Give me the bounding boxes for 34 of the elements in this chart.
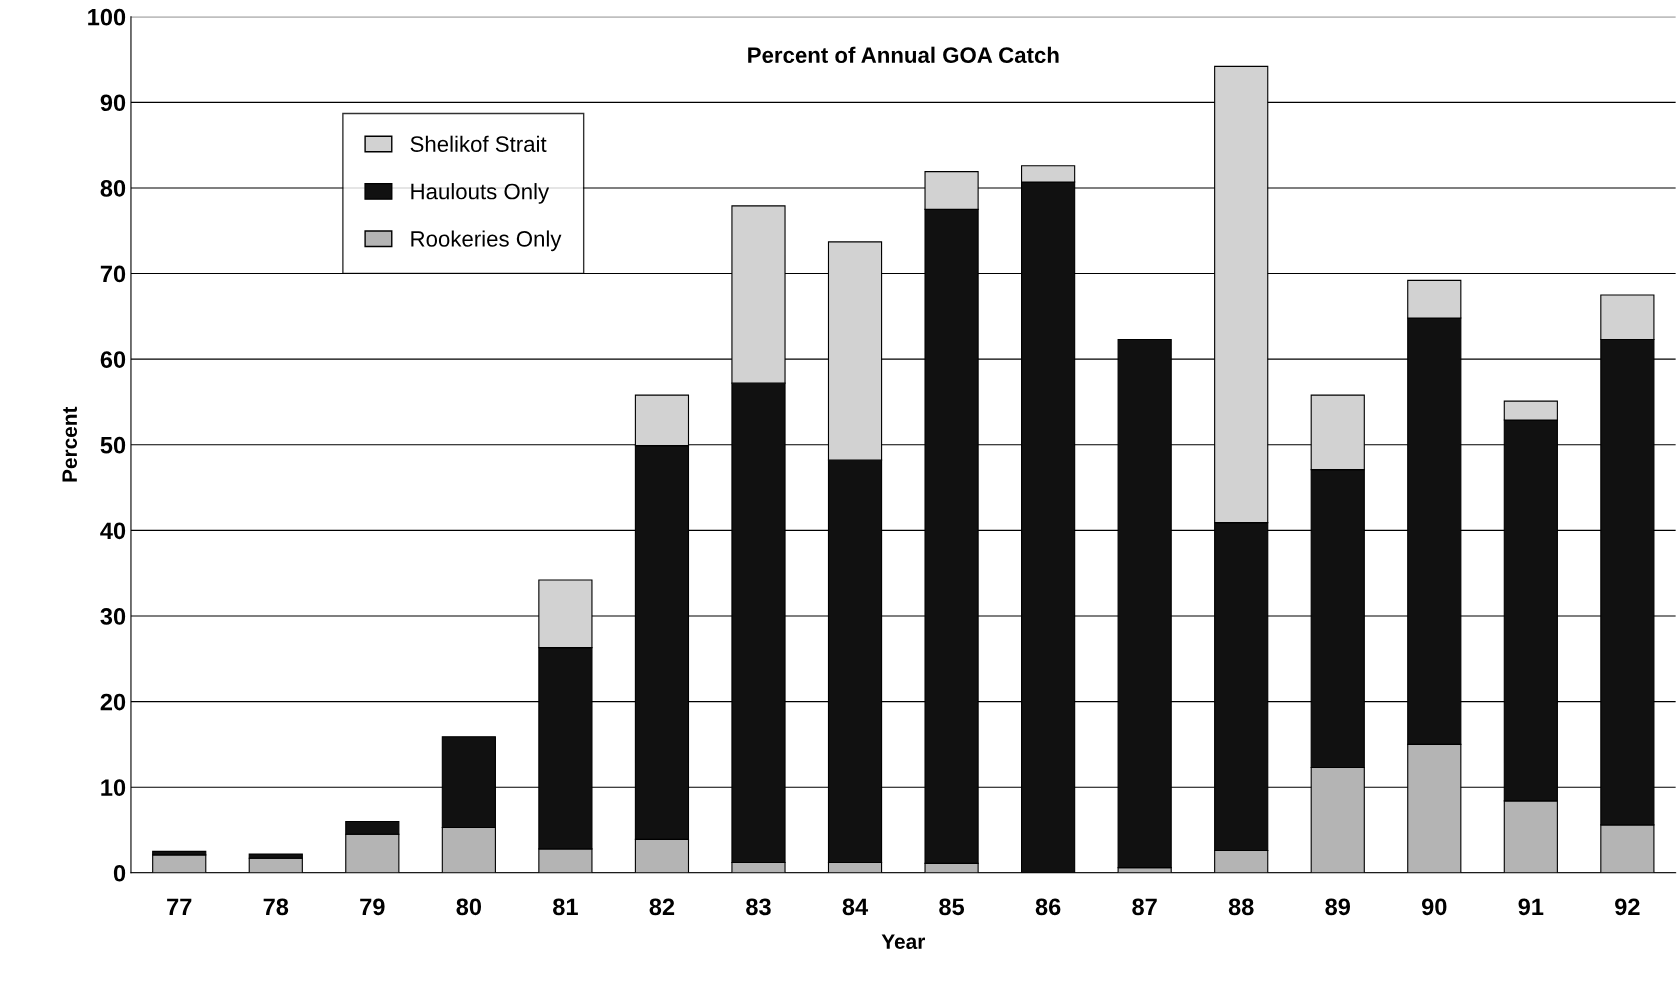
bar	[152, 854, 207, 873]
y-tick-label: 50	[100, 436, 126, 454]
legend-label: Rookeries Only	[411, 230, 562, 252]
x-tick-label: 86	[1035, 898, 1061, 916]
x-tick-label: 78	[263, 898, 289, 916]
y-tick-label: 80	[100, 180, 126, 197]
legend-label: Shelikof Strait	[410, 135, 547, 152]
x-tick-label: 87	[1132, 898, 1157, 916]
y-tick-label: 30	[100, 608, 126, 625]
x-tick-label: 81	[553, 898, 578, 916]
y-tick-label: 0	[113, 864, 126, 882]
y-tick-label: 20	[100, 693, 126, 711]
x-tick-label: 82	[649, 898, 675, 916]
y-tick-label: 90	[100, 94, 126, 112]
y-tick-label: 100	[88, 8, 126, 26]
y-axis-title: Percent	[62, 406, 78, 482]
y-tick-label: 70	[100, 265, 126, 283]
x-tick-label: 83	[746, 898, 771, 916]
x-axis-title: Year	[881, 934, 925, 950]
x-tick-label: 92	[1615, 898, 1640, 916]
x-tick-label: 77	[167, 898, 192, 915]
y-tick-label: 40	[100, 522, 126, 540]
x-tick-label: 79	[360, 898, 385, 916]
x-tick-label: 88	[1228, 898, 1254, 916]
y-tick-label: 10	[101, 779, 126, 796]
y-tick-label: 60	[100, 351, 126, 368]
text: Percent of Annual GOA Catch	[748, 46, 1059, 64]
x-tick-label: 80	[456, 898, 482, 916]
x-tick-label: 91	[1518, 898, 1544, 916]
x-tick-label: 84	[842, 898, 869, 916]
x-tick-label: 90	[1421, 898, 1447, 916]
x-tick-label: 89	[1325, 898, 1350, 916]
legend-label: Haulouts Only	[411, 183, 550, 204]
x-tick-label: 85	[939, 898, 965, 916]
